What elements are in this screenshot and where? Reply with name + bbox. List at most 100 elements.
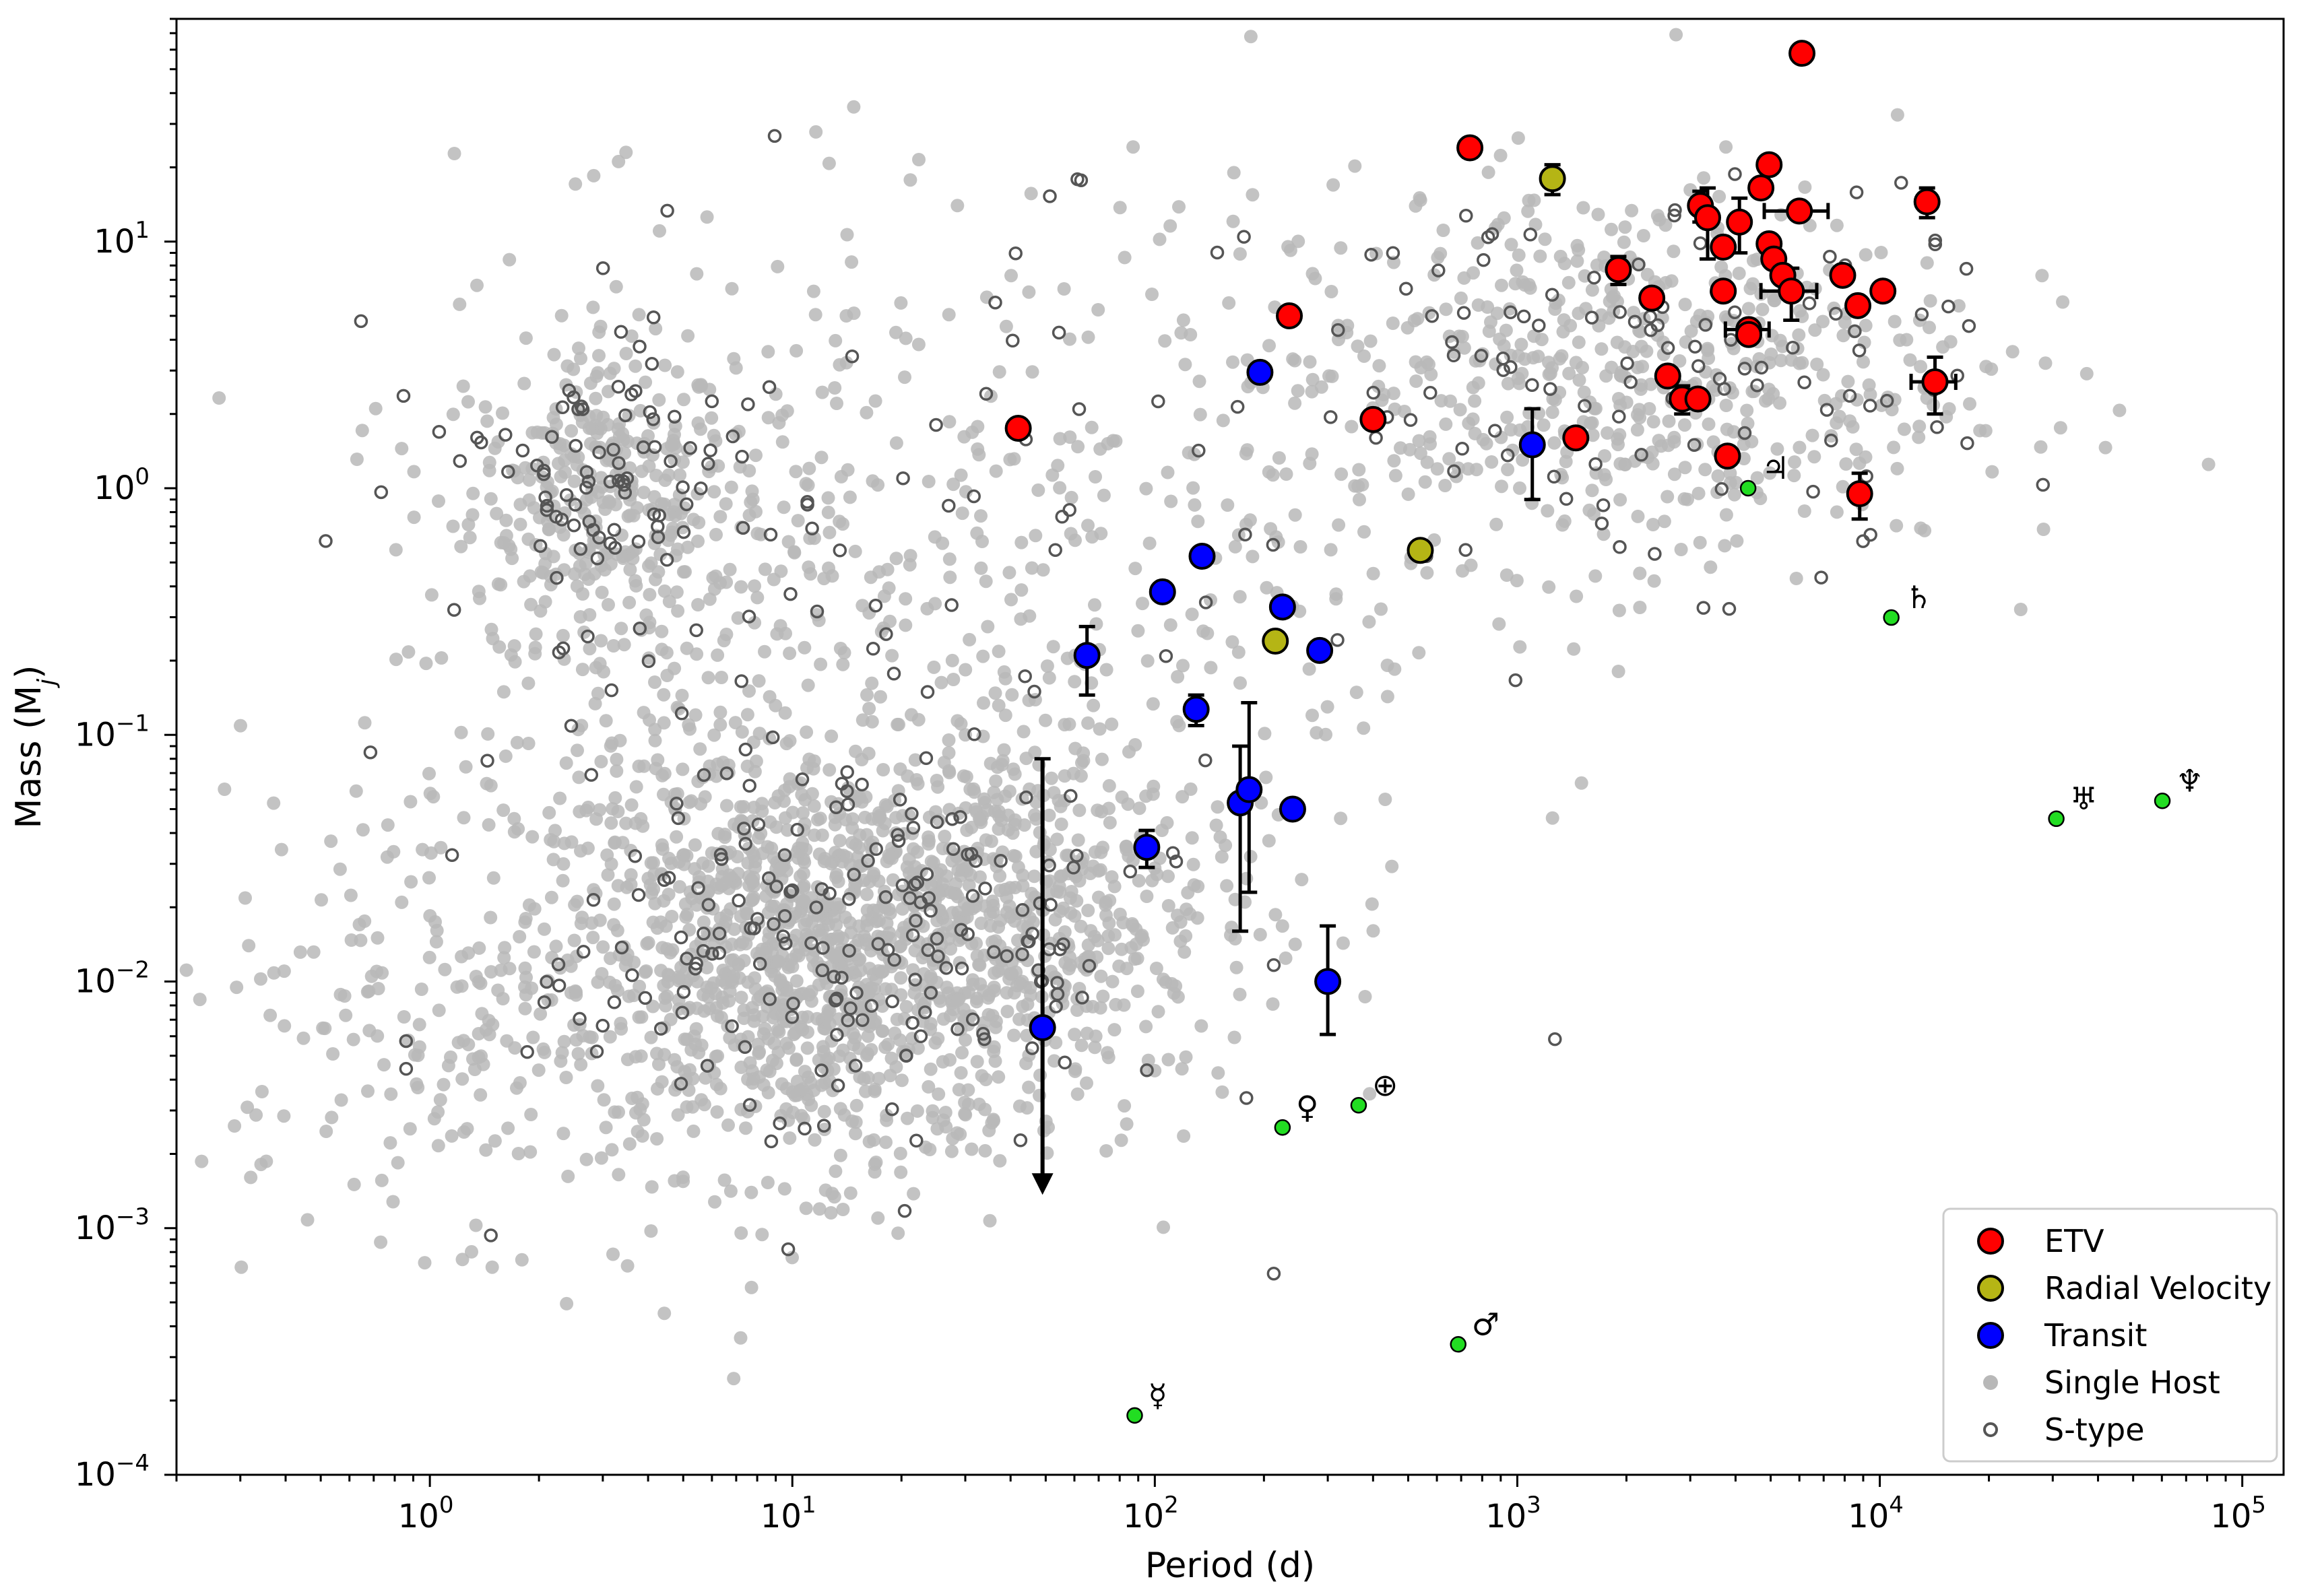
single-host-point <box>1023 980 1037 995</box>
single-host-point <box>1363 1087 1377 1101</box>
single-host-point <box>619 145 633 160</box>
single-host-point <box>989 464 1003 478</box>
single-host-point <box>894 296 908 310</box>
single-host-point <box>525 981 539 995</box>
single-host-point <box>1741 302 1755 316</box>
s-type-point <box>675 1005 690 1020</box>
single-host-point <box>1611 432 1625 446</box>
single-host-point <box>758 986 772 1000</box>
single-host-point <box>1288 354 1302 368</box>
s-type-point <box>552 978 567 993</box>
s-type-point <box>1848 324 1862 339</box>
single-host-point <box>1334 811 1348 826</box>
etv-point <box>1693 204 1721 232</box>
transit-point <box>1279 795 1306 823</box>
single-host-point <box>624 868 638 882</box>
single-host-point <box>806 284 820 298</box>
s-type-point <box>579 480 593 495</box>
single-host-point <box>453 297 467 311</box>
single-host-point <box>620 880 634 894</box>
single-host-point <box>454 725 468 739</box>
single-host-point <box>361 1084 375 1098</box>
single-host-point <box>899 331 913 345</box>
single-host-point <box>617 638 631 652</box>
s-type-point <box>498 428 513 442</box>
single-host-point <box>1652 213 1667 227</box>
single-host-point <box>711 648 725 662</box>
single-host-point <box>2112 403 2127 418</box>
single-host-point <box>742 464 756 477</box>
s-type-point <box>910 875 925 890</box>
single-host-point <box>1045 468 1060 482</box>
single-host-point <box>889 811 903 825</box>
etv-point <box>1921 368 1949 396</box>
single-host-point <box>545 484 559 498</box>
single-host-point <box>1770 442 1784 456</box>
single-host-point <box>1456 564 1470 578</box>
single-host-point <box>1074 1038 1089 1053</box>
single-host-point <box>389 543 403 557</box>
single-host-point <box>619 816 633 830</box>
single-host-point <box>1139 481 1153 496</box>
single-host-point <box>368 401 383 415</box>
single-host-point <box>333 862 347 876</box>
single-host-point <box>983 1213 997 1228</box>
single-host-point <box>955 1046 969 1060</box>
single-host-point <box>2034 440 2048 454</box>
s-type-point <box>1504 305 1518 319</box>
single-host-point <box>927 660 941 674</box>
s-type-point <box>1623 375 1638 389</box>
single-host-point <box>611 805 625 818</box>
single-host-point <box>1493 332 1507 346</box>
s-type-point <box>445 848 459 862</box>
single-host-point <box>457 1034 471 1048</box>
single-host-point <box>1041 1121 1055 1135</box>
single-host-point <box>370 931 385 945</box>
single-host-point <box>519 912 533 925</box>
single-host-point <box>395 442 409 456</box>
single-host-point <box>1372 359 1386 373</box>
single-host-point <box>668 498 682 512</box>
single-host-point <box>1130 985 1144 998</box>
single-host-point <box>1479 436 1493 451</box>
s-type-point <box>647 440 662 454</box>
single-host-point <box>1726 425 1741 439</box>
transit-point <box>1133 834 1161 861</box>
single-host-point <box>1177 945 1192 959</box>
single-host-point <box>660 669 674 682</box>
planet-earth <box>1350 1096 1367 1114</box>
s-type-point <box>828 993 843 1007</box>
single-host-point <box>1553 352 1567 366</box>
single-host-point <box>607 897 621 911</box>
single-host-point <box>647 536 661 550</box>
s-type-point <box>363 745 378 760</box>
single-host-point <box>754 527 768 541</box>
single-host-point <box>383 1136 397 1150</box>
single-host-point <box>2201 457 2216 471</box>
s-type-point <box>1013 1133 1028 1148</box>
s-type-point <box>551 957 566 972</box>
single-host-point <box>1510 574 1524 588</box>
single-host-point <box>1471 298 1485 312</box>
s-type-point <box>918 1005 932 1020</box>
single-host-point <box>748 579 761 593</box>
s-type-point <box>1140 1063 1154 1077</box>
single-host-point <box>1007 452 1021 466</box>
single-host-point <box>1420 455 1434 469</box>
single-host-point <box>1057 282 1071 296</box>
s-type-point <box>841 797 856 811</box>
single-host-point <box>1444 394 1457 408</box>
single-host-point <box>1243 513 1257 527</box>
s-type-point <box>752 956 767 971</box>
single-host-point <box>1305 372 1320 387</box>
single-host-point <box>975 1069 989 1083</box>
single-host-point <box>657 1306 672 1321</box>
single-host-point <box>680 443 695 457</box>
single-host-point <box>1022 285 1036 299</box>
single-host-point <box>507 639 521 653</box>
transit-point <box>1235 776 1263 803</box>
single-host-point <box>598 563 612 577</box>
single-host-point <box>922 830 936 844</box>
single-host-point <box>745 484 759 498</box>
tick-exponent: −3 <box>116 1203 150 1230</box>
